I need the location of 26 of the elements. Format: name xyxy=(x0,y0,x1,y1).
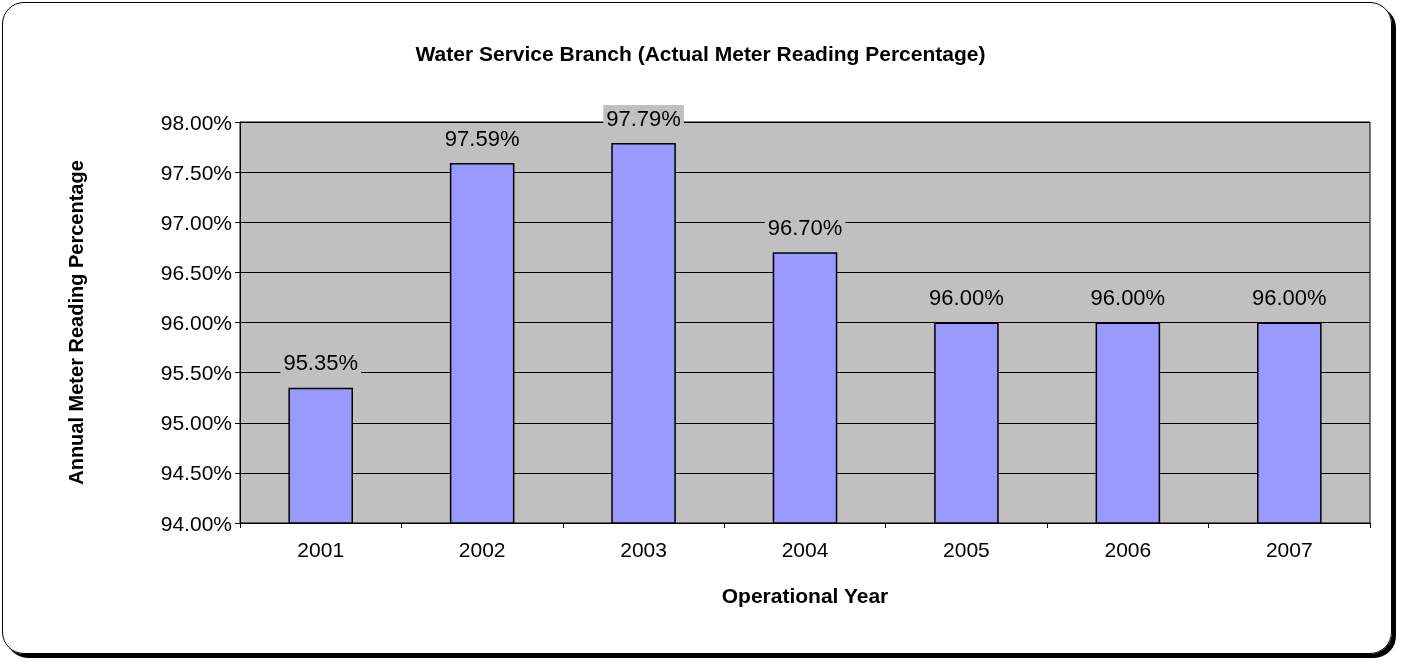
y-tick-label: 94.00% xyxy=(160,511,232,535)
y-tick-label: 96.50% xyxy=(160,260,232,284)
x-tick-label: 2003 xyxy=(620,538,667,561)
data-label: 96.70% xyxy=(767,214,843,240)
x-tick-label: 2005 xyxy=(943,538,990,561)
y-tick-label: 95.00% xyxy=(160,411,232,435)
data-label: 96.00% xyxy=(1251,285,1327,310)
y-tick-label: 98.00% xyxy=(160,110,232,134)
y-tick-label: 95.50% xyxy=(160,361,232,385)
data-label: 95.35% xyxy=(283,350,359,376)
x-axis-title: Operational Year xyxy=(721,584,889,607)
chart-title: Water Service Branch (Actual Meter Reading Percentage) xyxy=(415,42,986,65)
data-label: 96.00% xyxy=(1090,285,1166,310)
y-tick-label: 97.00% xyxy=(160,210,232,234)
data-label: 97.59% xyxy=(444,125,520,151)
x-tick-label: 2002 xyxy=(458,538,506,561)
y-tick-label: 94.50% xyxy=(160,461,232,485)
y-axis-title: Annual Meter Reading Percentage xyxy=(65,160,87,485)
x-tick-label: 2001 xyxy=(297,538,345,561)
data-label: 96.00% xyxy=(929,285,1004,310)
x-tick-label: 2006 xyxy=(1104,538,1152,561)
y-tick-label: 97.50% xyxy=(160,160,232,184)
y-tick-label: 96.00% xyxy=(160,311,232,334)
data-label: 97.79% xyxy=(606,105,681,131)
x-tick-label: 2004 xyxy=(781,538,829,561)
x-tick-label: 2007 xyxy=(1265,538,1313,561)
